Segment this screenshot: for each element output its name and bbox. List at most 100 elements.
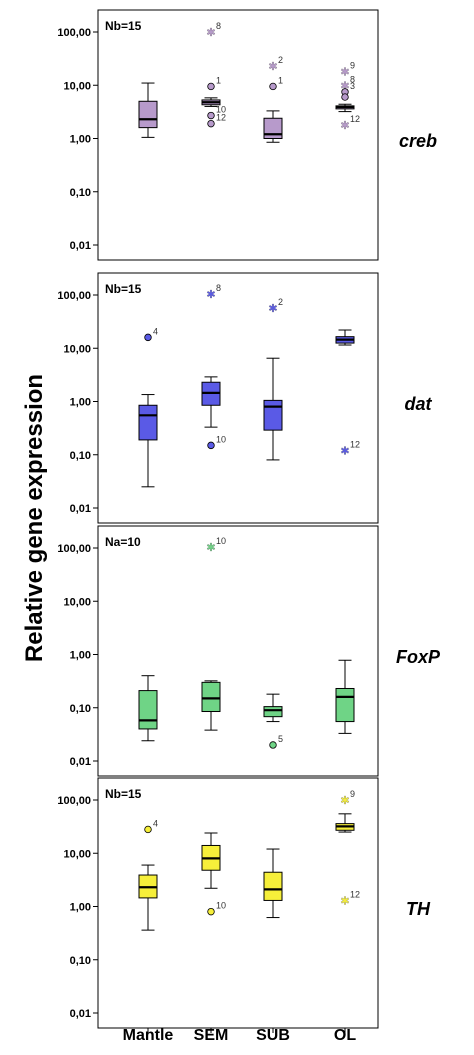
box-body: [138, 100, 158, 129]
outlier-circle: [207, 907, 215, 916]
y-tick-label: 0,10: [70, 187, 91, 199]
outlier-circle: [144, 333, 152, 342]
box-mantle: [138, 82, 158, 138]
panel-frame: [97, 9, 379, 261]
panel-n-label: Nb=15: [105, 787, 142, 801]
x-tick-label: OL: [334, 1027, 356, 1044]
box-mantle: [138, 394, 158, 488]
y-tick-label: 10,00: [63, 596, 91, 608]
y-tick-label: 10,00: [63, 848, 91, 860]
outlier-label: 3: [350, 81, 355, 91]
outlier-label: 12: [350, 440, 360, 450]
panel-n-label: Nb=15: [105, 19, 142, 33]
outlier-circle: [341, 93, 349, 101]
outlier-star: ✱: [206, 26, 215, 39]
outlier-circle: [207, 441, 215, 450]
box-mantle: [138, 864, 158, 931]
box-sub: [263, 693, 283, 723]
outlier-label: 1: [278, 75, 283, 85]
panel-frame: [97, 525, 379, 777]
box-ol: [335, 103, 355, 113]
outlier-label: 12: [350, 889, 360, 899]
y-tick-label: 0,01: [70, 756, 91, 768]
outlier-star: ✱: [340, 119, 349, 132]
outlier-label: 10: [216, 536, 226, 546]
box-sub: [263, 110, 283, 143]
box-ol: [335, 659, 355, 734]
panel-frame: [97, 272, 379, 524]
box-body: [335, 687, 355, 723]
y-tick-label: 0,01: [70, 240, 91, 252]
outlier-label: 12: [350, 114, 360, 124]
panel-frame: [97, 777, 379, 1029]
outlier-circle: [207, 119, 215, 128]
panel-foxp: 0,01 0,10 1,00 10,00 100,00 Na=10 FoxP ✱ 10 5: [57, 525, 441, 777]
box-body: [263, 706, 283, 718]
y-tick-label: 100,00: [57, 290, 91, 302]
outlier-label: 9: [350, 789, 355, 799]
outlier-circle: [207, 82, 215, 91]
outlier-label: 10: [216, 105, 226, 115]
y-tick-label: 0,10: [70, 450, 91, 462]
gene-label: dat: [405, 394, 433, 414]
outlier-circle: [269, 741, 277, 749]
outlier-star: ✱: [340, 445, 349, 458]
gene-label: creb: [399, 131, 437, 151]
outlier-label: 4: [153, 326, 158, 336]
box-ol: [335, 329, 355, 346]
outlier-label: 4: [153, 818, 158, 828]
gene-label: FoxP: [396, 647, 441, 667]
y-tick-label: 10,00: [63, 80, 91, 92]
outlier-star: ✱: [206, 288, 215, 301]
outlier-label: 10: [216, 434, 226, 444]
box-body: [263, 399, 283, 431]
box-mantle: [138, 675, 158, 742]
box-body: [138, 690, 158, 730]
outlier-star: ✱: [340, 894, 349, 907]
y-tick-label: 100,00: [57, 543, 91, 555]
outlier-star: ✱: [268, 60, 277, 73]
y-tick-label: 0,01: [70, 1008, 91, 1020]
outlier-star: ✱: [340, 79, 349, 92]
outlier-label: 2: [278, 55, 283, 65]
box-sub: [263, 848, 283, 919]
box-body: [201, 681, 221, 713]
outlier-label: 10: [216, 901, 226, 911]
outlier-label: 8: [350, 74, 355, 84]
outlier-label: 5: [278, 734, 283, 744]
box-sem: [201, 376, 221, 428]
x-tick-label: SEM: [194, 1027, 229, 1044]
y-axis-label: Relative gene expression: [21, 374, 48, 662]
x-tick-label: Mantle: [123, 1027, 174, 1044]
y-tick-label: 1,00: [70, 134, 91, 146]
box-body: [138, 404, 158, 441]
y-tick-label: 1,00: [70, 397, 91, 409]
outlier-star: ✱: [340, 794, 349, 807]
outlier-circle: [269, 82, 277, 91]
outlier-star: ✱: [206, 541, 215, 554]
y-tick-label: 1,00: [70, 902, 91, 914]
panel-n-label: Na=10: [105, 535, 141, 549]
x-tick-label: SUB: [256, 1027, 290, 1044]
outlier-label: 12: [216, 113, 226, 123]
y-tick-label: 100,00: [57, 795, 91, 807]
y-tick-label: 10,00: [63, 343, 91, 355]
box-sem: [201, 832, 221, 889]
panel-n-label: Nb=15: [105, 282, 142, 296]
outlier-circle: [144, 825, 152, 834]
y-tick-label: 100,00: [57, 27, 91, 39]
box-body: [263, 117, 283, 140]
gene-label: TH: [406, 899, 431, 919]
y-tick-label: 0,10: [70, 703, 91, 715]
outlier-star: ✱: [340, 66, 349, 79]
outlier-label: 1: [216, 75, 221, 85]
outlier-label: 9: [350, 61, 355, 71]
y-tick-label: 1,00: [70, 650, 91, 662]
y-tick-label: 0,01: [70, 503, 91, 515]
y-tick-label: 0,10: [70, 955, 91, 967]
